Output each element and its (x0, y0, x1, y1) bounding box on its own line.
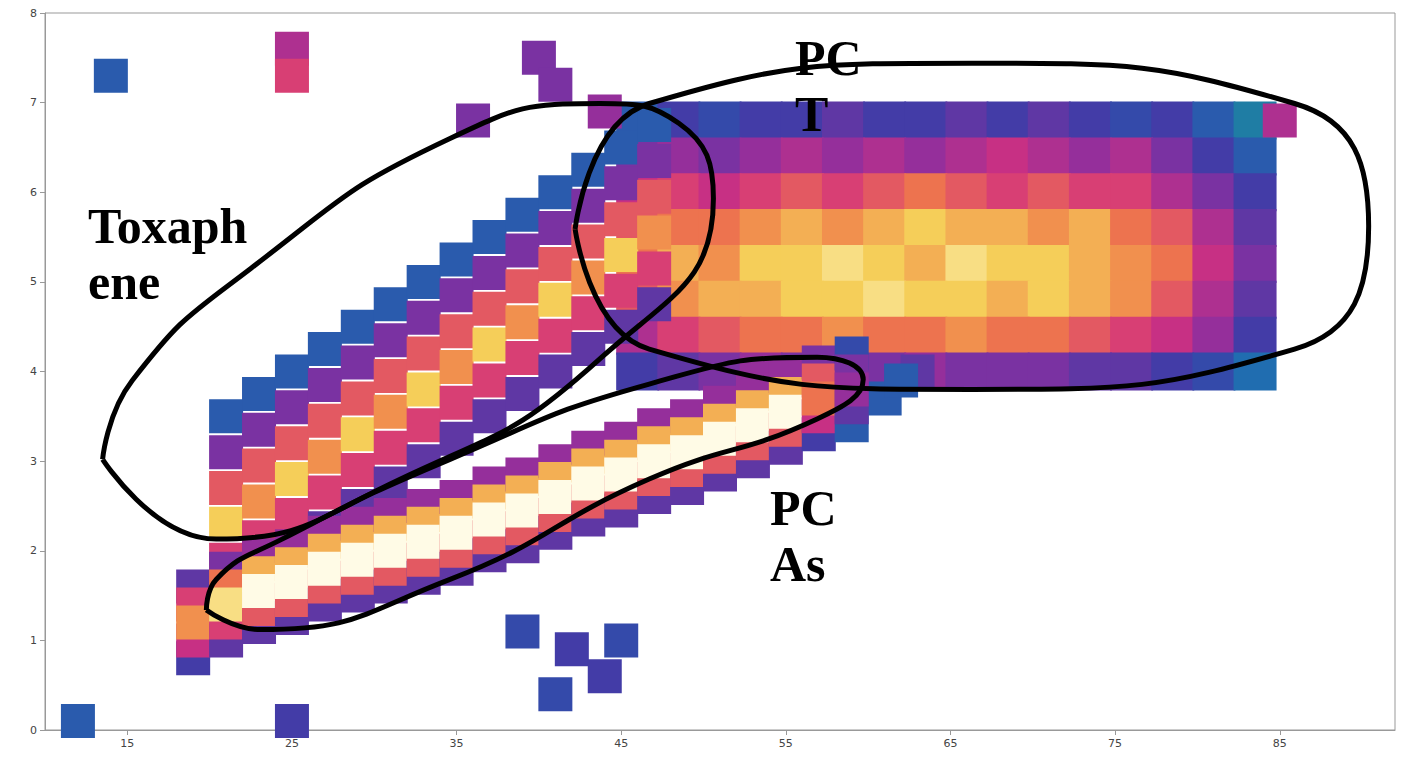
svg-text:6: 6 (30, 186, 37, 199)
svg-text:8: 8 (30, 7, 37, 20)
svg-text:75: 75 (1108, 737, 1122, 750)
svg-text:35: 35 (450, 737, 464, 750)
svg-text:T: T (795, 86, 828, 142)
svg-text:1: 1 (30, 634, 37, 647)
svg-text:2: 2 (30, 544, 37, 557)
svg-text:7: 7 (30, 96, 37, 109)
svg-text:5: 5 (30, 275, 37, 288)
svg-text:15: 15 (120, 737, 134, 750)
svg-text:65: 65 (943, 737, 957, 750)
svg-text:25: 25 (285, 737, 299, 750)
svg-text:ene: ene (88, 254, 160, 310)
svg-text:As: As (770, 536, 826, 592)
svg-text:45: 45 (614, 737, 628, 750)
svg-text:Toxaph: Toxaph (88, 198, 248, 254)
svg-text:3: 3 (30, 455, 37, 468)
svg-text:4: 4 (30, 365, 37, 378)
svg-text:0: 0 (30, 724, 37, 737)
svg-text:PC: PC (795, 30, 862, 86)
svg-text:55: 55 (779, 737, 793, 750)
svg-text:85: 85 (1273, 737, 1287, 750)
svg-text:PC: PC (770, 480, 837, 536)
